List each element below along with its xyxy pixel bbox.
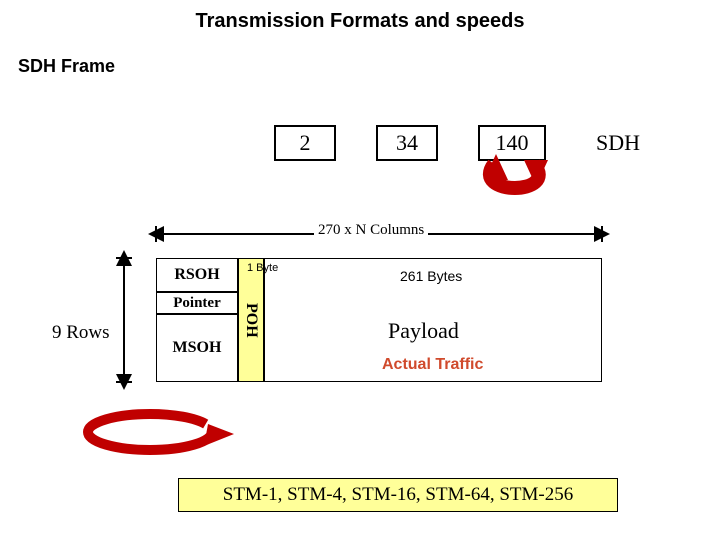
pointer-label: Pointer	[173, 295, 220, 312]
red-swirl	[88, 414, 212, 450]
poh-label: POH	[242, 303, 260, 338]
rsoh-label: RSOH	[174, 266, 219, 284]
cell-msoh: MSOH	[156, 314, 238, 382]
red-curve-arrow	[490, 164, 539, 188]
hier-box-2-label: 2	[300, 130, 311, 156]
columns-label: 270 x N Columns	[314, 222, 428, 239]
bytes261-label: 261 Bytes	[400, 268, 462, 284]
sdh-label: SDH	[596, 130, 640, 156]
hier-box-34: 34	[376, 125, 438, 161]
rows-label: 9 Rows	[52, 322, 110, 344]
hier-box-34-label: 34	[396, 130, 418, 156]
hier-box-140-label: 140	[496, 130, 529, 156]
stm-text: STM-1, STM-4, STM-16, STM-64, STM-256	[223, 484, 573, 506]
msoh-label: MSOH	[173, 339, 222, 357]
hier-box-2: 2	[274, 125, 336, 161]
payload-label: Payload	[388, 318, 459, 344]
cell-rsoh: RSOH	[156, 258, 238, 292]
hier-box-140: 140	[478, 125, 546, 161]
page-title: Transmission Formats and speeds	[0, 10, 720, 33]
cell-poh: POH	[238, 258, 264, 382]
one-byte-label: 1 Byte	[247, 262, 278, 274]
actual-traffic-label: Actual Traffic	[382, 356, 483, 374]
stm-box: STM-1, STM-4, STM-16, STM-64, STM-256	[178, 478, 618, 512]
frame-subtitle: SDH Frame	[18, 56, 115, 77]
cell-pointer: Pointer	[156, 292, 238, 314]
